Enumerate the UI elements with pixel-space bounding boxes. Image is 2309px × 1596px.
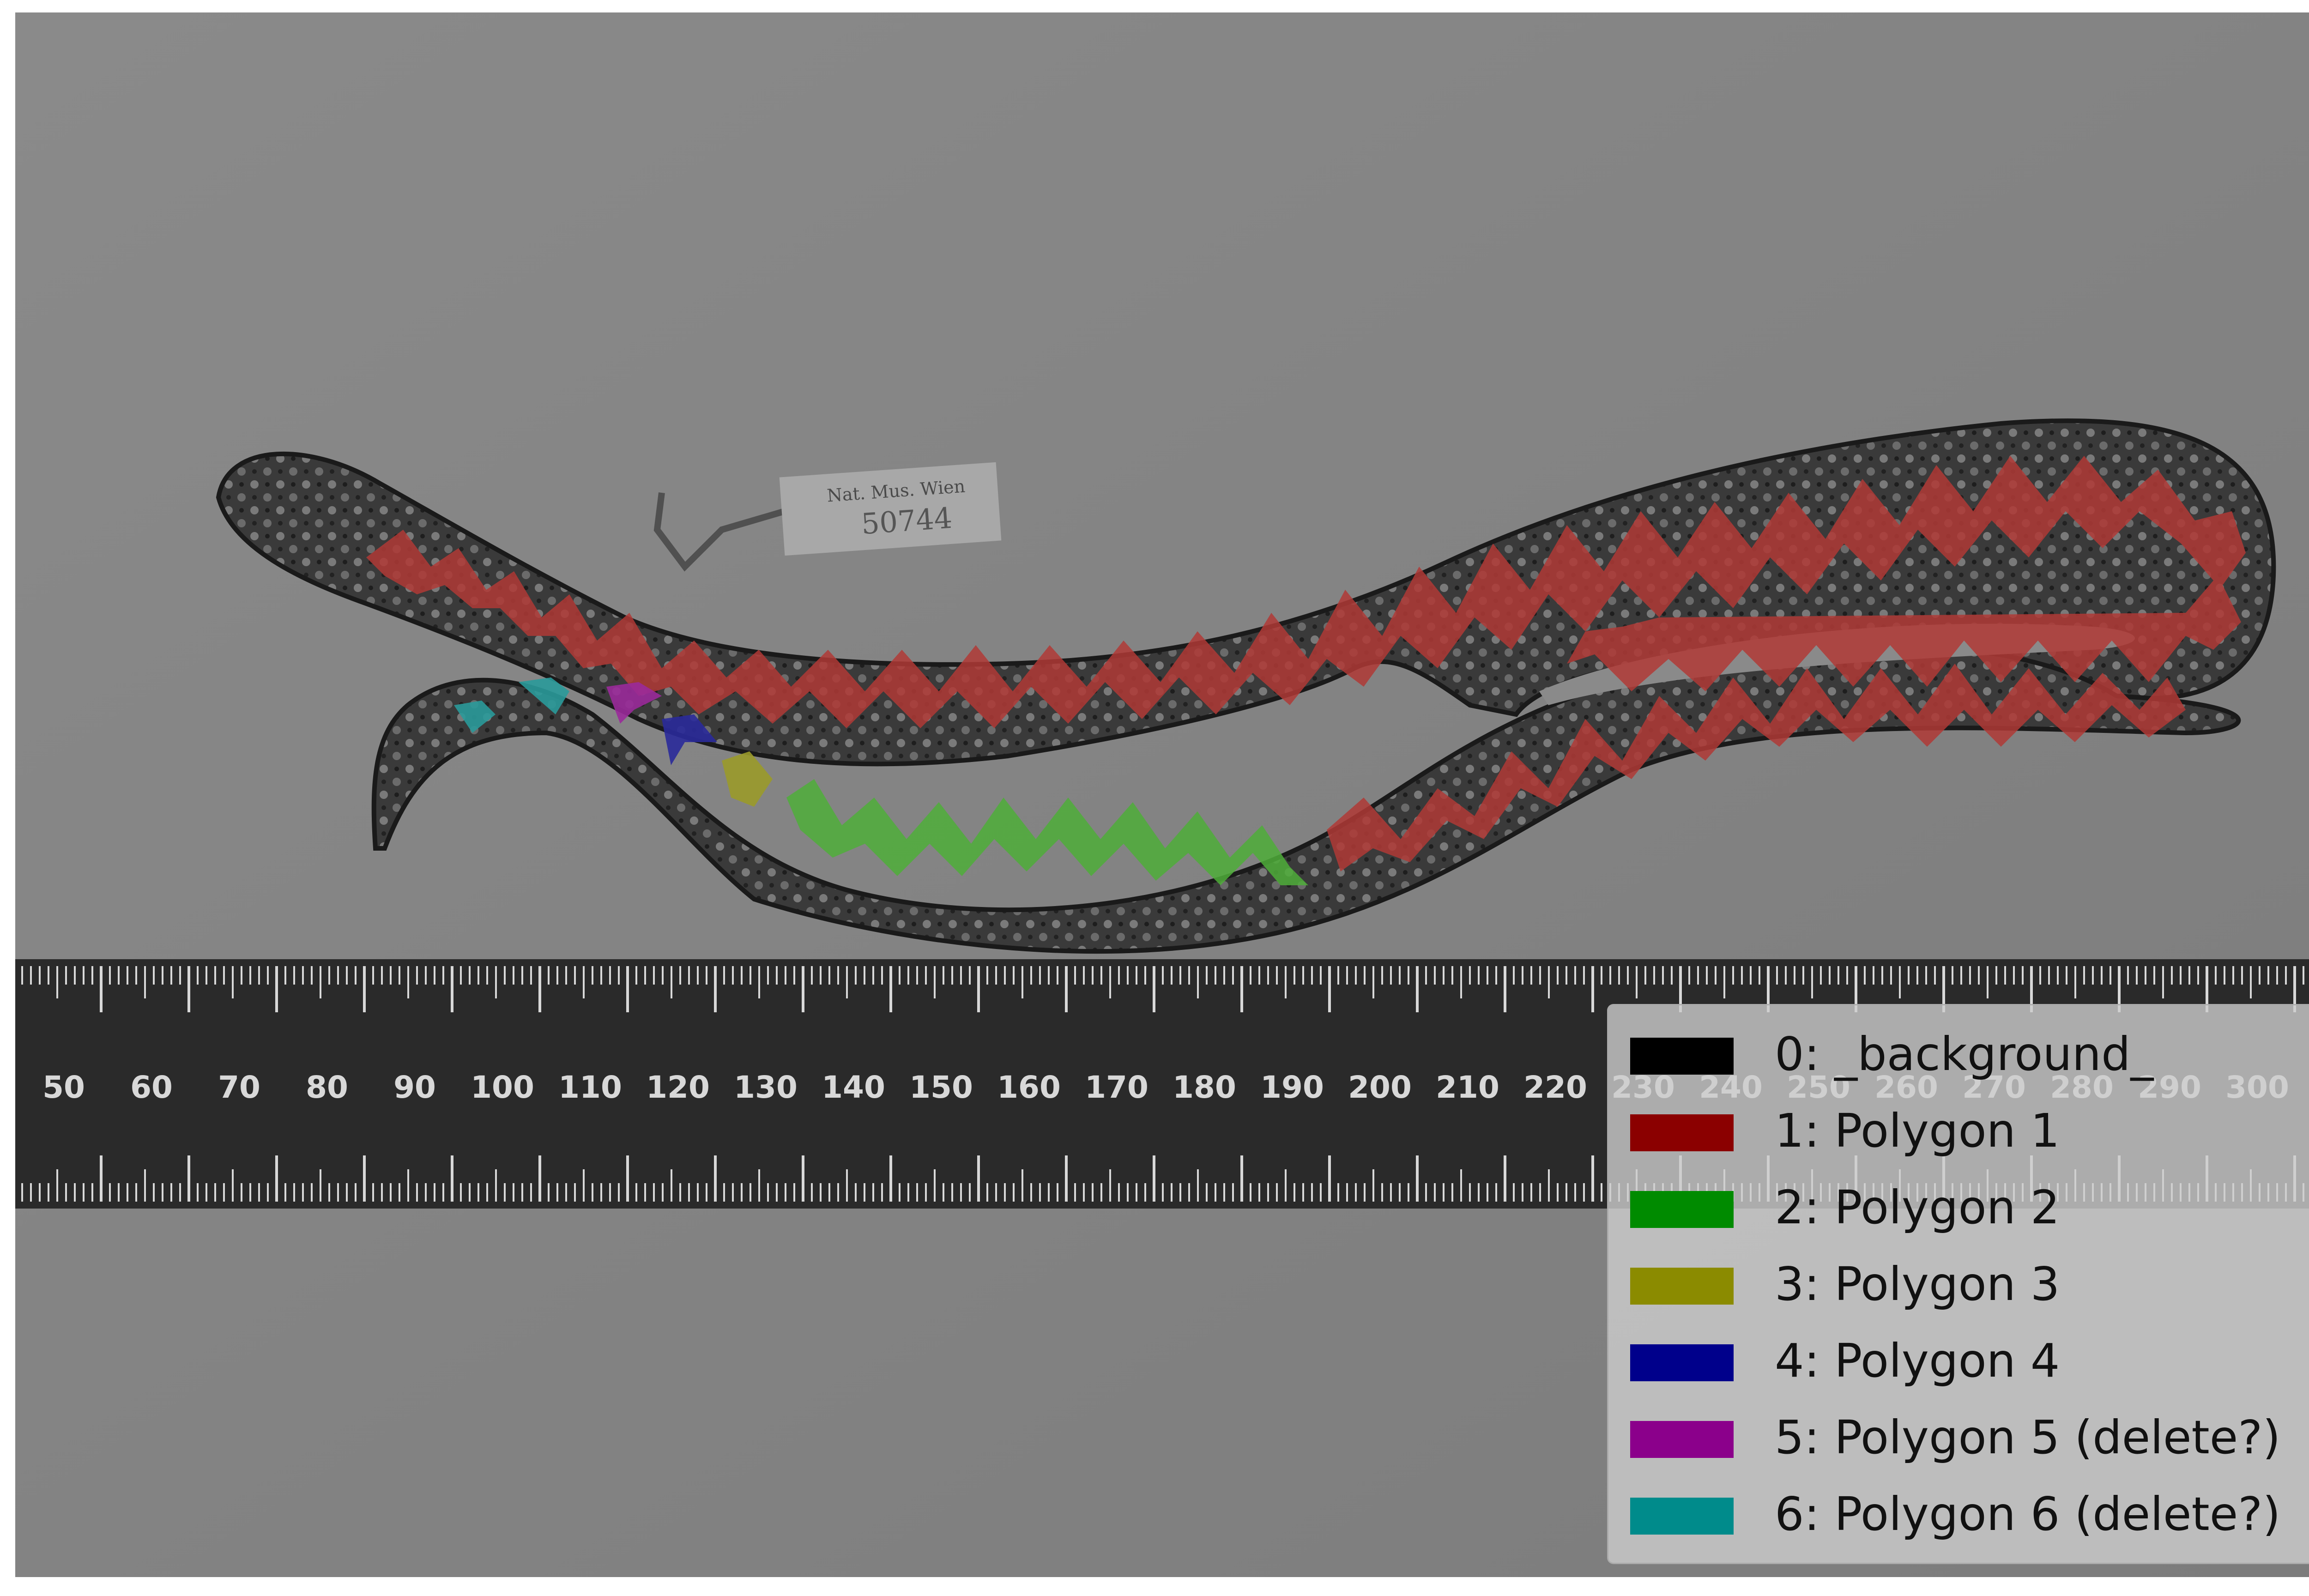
- ruler-number: 50: [42, 1070, 85, 1105]
- ruler-number: 140: [822, 1070, 885, 1105]
- ruler-number: 80: [306, 1070, 348, 1105]
- polygon-6-a: [519, 677, 569, 714]
- segmentation-figure: Nat. Mus. Wien 50744 50 60 70 80 90 100 110 120…: [15, 12, 2309, 1577]
- specimen-tag: Nat. Mus. Wien 50744: [653, 462, 1002, 572]
- legend-label: 0: _background_: [1775, 1027, 2154, 1081]
- legend-swatch: [1630, 1191, 1734, 1228]
- legend-entry: 0: _background_: [1608, 1014, 2309, 1088]
- ruler-number: 100: [471, 1070, 534, 1105]
- legend-swatch: [1630, 1114, 1734, 1151]
- legend-label: 2: Polygon 2: [1775, 1180, 2060, 1234]
- legend-entry: 5: Polygon 5 (delete?): [1608, 1397, 2309, 1471]
- ruler-number: 110: [558, 1070, 622, 1105]
- legend-swatch: [1630, 1038, 1734, 1075]
- legend-label: 6: Polygon 6 (delete?): [1775, 1487, 2281, 1541]
- polygon-4: [662, 714, 717, 765]
- legend-entry: 4: Polygon 4: [1608, 1320, 2309, 1394]
- polygon-3: [722, 751, 773, 807]
- polygon-1-upper: [366, 456, 2246, 728]
- legend: 0: _background_ 1: Polygon 1 2: Polygon 2 3…: [1607, 1004, 2309, 1564]
- ruler-number: 130: [734, 1070, 798, 1105]
- legend-label: 3: Polygon 3: [1775, 1257, 2060, 1311]
- ruler-number: 190: [1260, 1070, 1324, 1105]
- legend-entry: 1: Polygon 1: [1608, 1090, 2309, 1164]
- legend-swatch: [1630, 1421, 1734, 1458]
- ruler-number: 210: [1436, 1070, 1499, 1105]
- ruler-number: 150: [909, 1070, 973, 1105]
- ruler-number: 120: [646, 1070, 710, 1105]
- legend-swatch: [1630, 1344, 1734, 1381]
- ruler-number: 220: [1523, 1070, 1587, 1105]
- polygon-1-lower: [1327, 664, 2186, 871]
- legend-entry: 3: Polygon 3: [1608, 1244, 2309, 1318]
- ruler-number: 90: [393, 1070, 436, 1105]
- legend-swatch: [1630, 1498, 1734, 1535]
- legend-label: 1: Polygon 1: [1775, 1104, 2060, 1158]
- ruler-number: 160: [997, 1070, 1061, 1105]
- legend-entry: 6: Polygon 6 (delete?): [1608, 1474, 2309, 1548]
- polygon-2: [786, 779, 1308, 885]
- polygon-5: [606, 682, 662, 724]
- ruler-number: 70: [218, 1070, 260, 1105]
- ruler-number: 60: [130, 1070, 173, 1105]
- polygon-6-b: [454, 701, 496, 733]
- legend-label: 5: Polygon 5 (delete?): [1775, 1410, 2281, 1464]
- ruler-number: 200: [1348, 1070, 1412, 1105]
- ruler-number: 180: [1173, 1070, 1236, 1105]
- tag-number: 50744: [860, 501, 954, 541]
- legend-label: 4: Polygon 4: [1775, 1334, 2060, 1388]
- legend-swatch: [1630, 1268, 1734, 1305]
- legend-entry: 2: Polygon 2: [1608, 1167, 2309, 1241]
- ruler-number: 170: [1085, 1070, 1148, 1105]
